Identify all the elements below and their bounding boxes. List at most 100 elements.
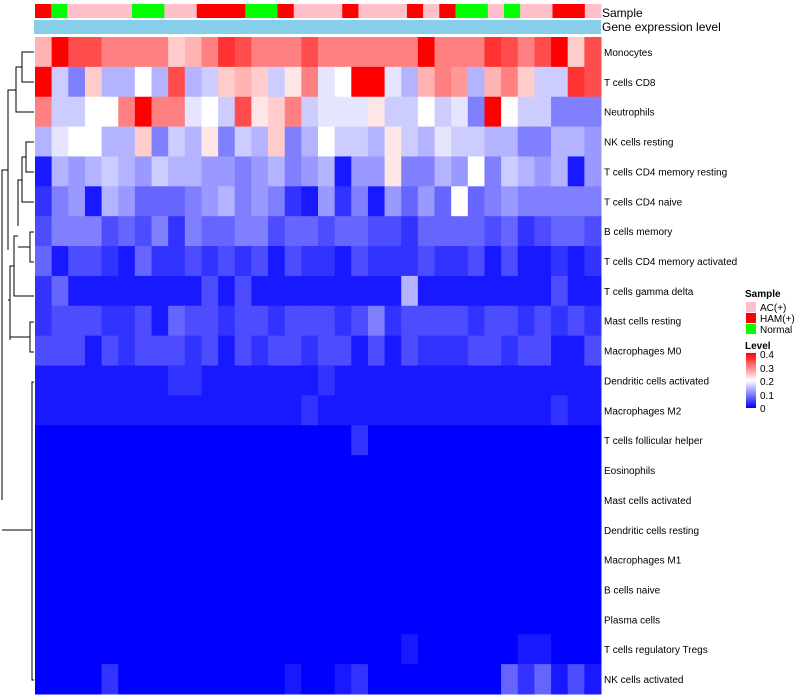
heatmap-cell: [467, 37, 485, 68]
heatmap-cell: [584, 604, 602, 635]
heatmap-cell: [234, 275, 252, 307]
heatmap-cell: [268, 574, 286, 605]
heatmap-cell: [551, 335, 569, 366]
heatmap-cell: [434, 425, 452, 456]
sample-cell: [309, 4, 327, 18]
heatmap-cell: [35, 604, 53, 635]
heatmap-cell: [168, 455, 186, 486]
heatmap-cell: [51, 126, 69, 157]
sample-cell: [423, 4, 440, 18]
heatmap-cell: [51, 246, 69, 277]
heatmap-cell: [51, 275, 69, 307]
sample-cell: [568, 4, 586, 18]
heatmap-cell: [567, 634, 585, 665]
heatmap-cell: [68, 275, 86, 307]
heatmap-cell: [218, 544, 236, 576]
heatmap-cell: [467, 455, 485, 486]
heatmap-cell: [334, 156, 352, 187]
heatmap-cell: [118, 335, 136, 366]
heatmap-cell: [534, 246, 552, 277]
heatmap-cell: [168, 335, 186, 366]
heatmap-cell: [567, 455, 585, 486]
heatmap-cell: [484, 246, 502, 277]
heatmap-cell: [484, 544, 502, 576]
heatmap-cell: [251, 156, 269, 187]
heatmap-cell: [118, 634, 136, 665]
heatmap-cell: [584, 484, 602, 516]
row-label: Dendritic cells activated: [604, 376, 709, 387]
heatmap-cell: [234, 335, 252, 366]
heatmap-cell: [567, 484, 585, 516]
heatmap-cell: [551, 604, 569, 635]
gene-expression-track-label: Gene expression level: [602, 20, 721, 34]
heatmap-cell: [134, 126, 153, 157]
legend-swatch-ham: [746, 313, 756, 323]
heatmap-cell: [467, 246, 485, 277]
heatmap-cell: [201, 365, 219, 396]
heatmap-cell: [367, 574, 386, 605]
heatmap-cell: [367, 126, 386, 157]
heatmap-cell: [584, 395, 602, 426]
heatmap-cell: [534, 544, 552, 576]
heatmap-cell: [184, 604, 202, 635]
heatmap-cell: [318, 395, 336, 426]
heatmap-cell: [318, 335, 336, 366]
heatmap-cell: [567, 544, 585, 576]
sample-cell: [196, 4, 214, 18]
heatmap-cell: [318, 544, 336, 576]
heatmap-cell: [451, 186, 469, 217]
heatmap-cell: [51, 455, 69, 486]
heatmap-cell: [268, 604, 286, 635]
heatmap-cell: [401, 514, 419, 546]
heatmap-cell: [351, 216, 369, 247]
heatmap-cell: [401, 365, 419, 396]
heatmap-cell: [367, 186, 386, 217]
heatmap-cell: [151, 634, 169, 665]
heatmap-cell: [434, 156, 452, 187]
heatmap-cell: [517, 186, 535, 217]
heatmap-cell: [417, 126, 436, 157]
legend: Sample AC(+) HAM(+) Normal Level 0.4 0.3…: [745, 289, 795, 415]
heatmap-cell: [51, 66, 69, 98]
heatmap-cell: [151, 186, 169, 217]
heatmap-cell: [551, 544, 569, 576]
heatmap-cell: [334, 395, 352, 426]
heatmap-cell: [84, 37, 103, 68]
sample-cell: [503, 4, 521, 18]
heatmap-cell: [284, 484, 302, 516]
heatmap-cell: [218, 305, 236, 337]
heatmap-cell: [417, 574, 436, 605]
heatmap-cell: [567, 96, 585, 128]
heatmap-cell: [584, 216, 602, 247]
heatmap-cell: [234, 455, 252, 486]
sample-track-label: Sample: [602, 6, 643, 20]
heatmap-cell: [35, 126, 53, 157]
heatmap-cell: [234, 96, 252, 128]
heatmap-cell: [451, 604, 469, 635]
heatmap-cell: [451, 246, 469, 277]
heatmap-cell: [134, 604, 153, 635]
heatmap-cell: [318, 574, 336, 605]
heatmap-cell: [84, 275, 103, 307]
heatmap-cell: [101, 664, 119, 695]
heatmap-cell: [501, 455, 519, 486]
heatmap-cell: [417, 96, 436, 128]
heatmap-cell: [384, 634, 402, 665]
heatmap-cell: [318, 37, 336, 68]
heatmap-cell: [417, 365, 436, 396]
heatmap-cell: [268, 514, 286, 546]
heatmap-cell: [134, 514, 153, 546]
heatmap-cell: [151, 37, 169, 68]
heatmap-cell: [351, 514, 369, 546]
heatmap-cell: [234, 156, 252, 187]
heatmap-cell: [401, 544, 419, 576]
heatmap-cell: [318, 66, 336, 98]
heatmap-cell: [218, 574, 236, 605]
heatmap-cell: [401, 604, 419, 635]
heatmap-cell: [351, 156, 369, 187]
heatmap-cell: [367, 365, 386, 396]
heatmap-cell: [384, 574, 402, 605]
heatmap-cell: [101, 246, 119, 277]
heatmap-cell: [434, 484, 452, 516]
heatmap-cell: [168, 664, 186, 695]
